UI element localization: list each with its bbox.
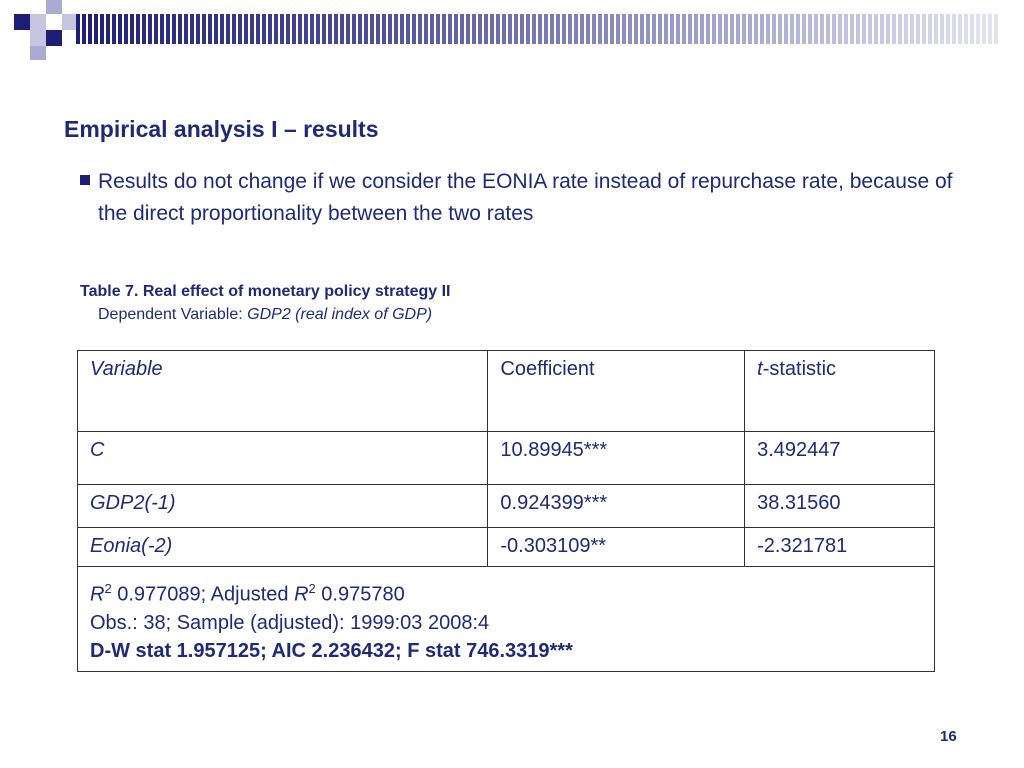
cell-variable: Eonia(-2) — [76, 527, 489, 567]
adj-r2-symbol: R — [294, 583, 309, 606]
stats-cell: R2 0.977089; Adjusted R2 0.975780 Obs.: … — [77, 566, 935, 672]
r-squared-line: R2 0.977089; Adjusted R2 0.975780 — [90, 575, 922, 609]
cell-variable: GDP2(-1) — [76, 484, 489, 528]
cell-t-statistic: 38.31560 — [744, 484, 935, 528]
header-coefficient: Coefficient — [487, 350, 746, 432]
deco-square-lavender-5 — [30, 46, 46, 60]
table-caption: Table 7. Real effect of monetary policy … — [80, 282, 450, 325]
table-caption-subtitle: Dependent Variable: GDP2 (real index of … — [98, 305, 450, 325]
cell-coefficient: 10.89945*** — [487, 431, 746, 485]
cell-t-statistic: 3.492447 — [744, 431, 935, 485]
cell-coefficient: -0.303109** — [487, 527, 746, 567]
table-caption-title: Table 7. Real effect of monetary policy … — [80, 283, 451, 300]
bullet-text: Results do not change if we consider the… — [98, 170, 953, 225]
table-row: C 10.89945*** 3.492447 — [76, 431, 935, 485]
caption-prefix: Dependent Variable: — [98, 306, 248, 323]
square-bullet-icon — [80, 175, 90, 185]
deco-square-navy-2 — [46, 30, 62, 46]
table-row: Eonia(-2) -0.303109** -2.321781 — [76, 527, 935, 567]
header-t-letter: t — [757, 358, 763, 380]
bullet-item: Results do not change if we consider the… — [80, 166, 960, 230]
deco-square-lavender-2 — [46, 0, 62, 14]
r2-symbol: R — [90, 583, 105, 606]
observations-line: Obs.: 38; Sample (adjusted): 1999:03 200… — [90, 611, 490, 634]
header-t-suffix: -statistic — [762, 358, 837, 380]
cell-coefficient: 0.924399*** — [487, 484, 746, 528]
header-variable: Variable — [76, 350, 489, 432]
slide-title: Empirical analysis I – results — [64, 116, 379, 142]
table-stats-row: R2 0.977089; Adjusted R2 0.975780 Obs.: … — [77, 566, 935, 672]
dw-aic-f-line: D-W stat 1.957125; AIC 2.236432; F stat … — [90, 639, 573, 662]
cell-variable: C — [76, 431, 489, 485]
caption-dependent-variable: GDP2 (real index of GDP) — [247, 306, 433, 323]
deco-square-lavender-4 — [62, 14, 76, 30]
adj-r2-value: 0.975780 — [315, 583, 405, 606]
page-number: 16 — [940, 728, 957, 745]
adj-r2-exponent: 2 — [308, 581, 316, 596]
deco-square-lavender-1 — [30, 14, 46, 30]
deco-square-lavender-3 — [30, 30, 46, 46]
header-gradient-bar — [76, 14, 1000, 44]
table-row: GDP2(-1) 0.924399*** 38.31560 — [76, 484, 935, 528]
table-header-row: Variable Coefficient t-statistic — [76, 350, 935, 432]
r2-exponent: 2 — [104, 581, 112, 596]
header-t-statistic: t-statistic — [744, 350, 935, 432]
results-table: Variable Coefficient t-statistic C 10.89… — [76, 350, 935, 672]
deco-square-navy-1 — [14, 14, 30, 30]
cell-t-statistic: -2.321781 — [744, 527, 935, 567]
r2-value: 0.977089; Adjusted — [111, 583, 295, 606]
